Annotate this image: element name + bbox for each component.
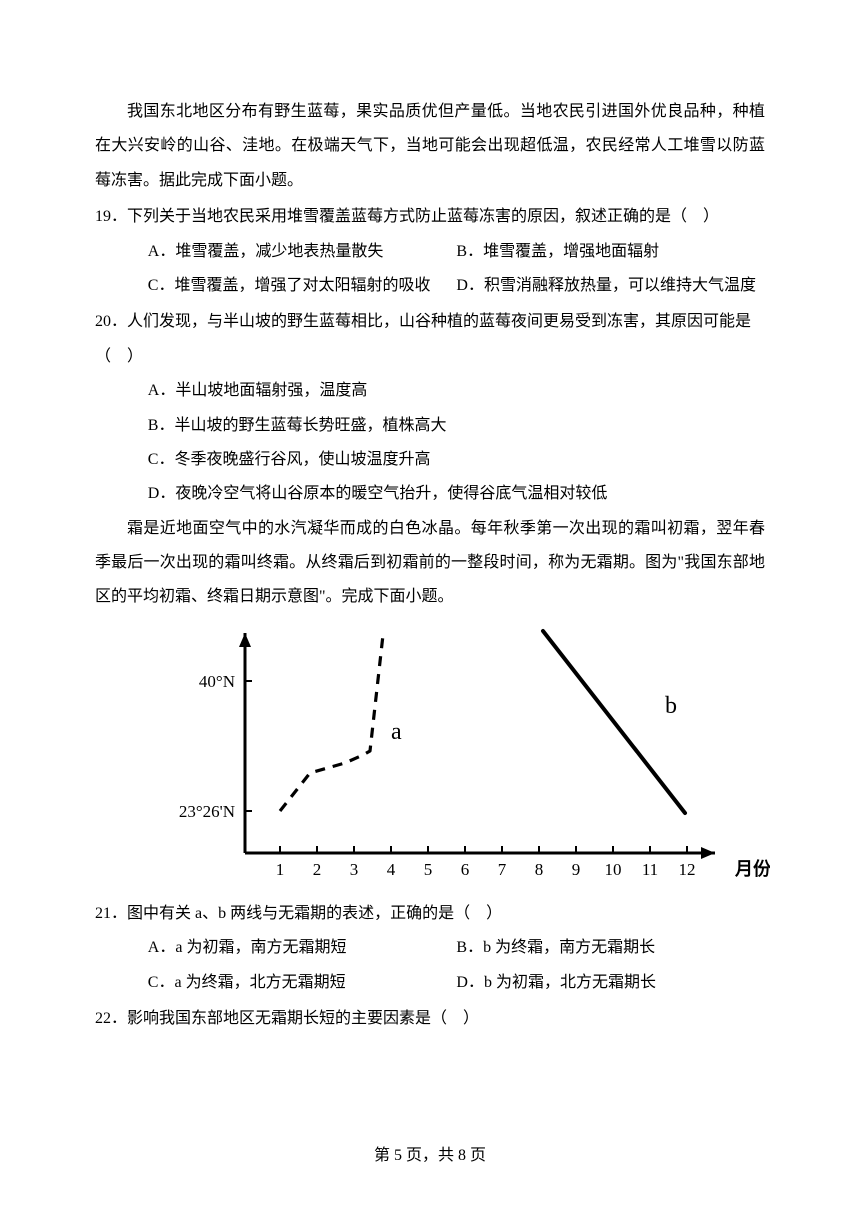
q21-option-a: A．a 为初霜，南方无霜期短 xyxy=(148,931,457,965)
svg-text:4: 4 xyxy=(387,860,396,879)
svg-text:a: a xyxy=(391,719,402,745)
svg-text:11: 11 xyxy=(642,860,658,879)
passage-1: 我国东北地区分布有野生蓝莓，果实品质优但产量低。当地农民引进国外优良品种，种植在… xyxy=(95,95,765,198)
q20-option-d: D．夜晚冷空气将山谷原本的暖空气抬升，使得谷底气温相对较低 xyxy=(148,477,765,511)
svg-text:8: 8 xyxy=(535,860,544,879)
q19-options-row2: C．堆雪覆盖，增强了对太阳辐射的吸收 D．积雪消融释放热量，可以维持大气温度 xyxy=(95,269,765,303)
q21-option-d: D．b 为初霜，北方无霜期长 xyxy=(456,966,765,1000)
q19-option-b: B．堆雪覆盖，增强地面辐射 xyxy=(456,235,765,269)
frost-chart: 123456789101112月份40°N23°26'Nab xyxy=(155,623,770,893)
q20-option-c: C．冬季夜晚盛行谷风，使山坡温度升高 xyxy=(148,443,765,477)
q21-option-b: B．b 为终霜，南方无霜期长 xyxy=(456,931,765,965)
passage-2: 霜是近地面空气中的水汽凝华而成的白色冰晶。每年秋季第一次出现的霜叫初霜，翌年春季… xyxy=(95,512,765,615)
svg-text:3: 3 xyxy=(350,860,359,879)
svg-text:1: 1 xyxy=(276,860,285,879)
svg-text:5: 5 xyxy=(424,860,433,879)
svg-text:40°N: 40°N xyxy=(199,672,235,691)
q20-option-a: A．半山坡地面辐射强，温度高 xyxy=(148,374,765,408)
q19-option-d: D．积雪消融释放热量，可以维持大气温度 xyxy=(456,269,765,303)
svg-text:6: 6 xyxy=(461,860,470,879)
q21-option-c: C．a 为终霜，北方无霜期短 xyxy=(148,966,457,1000)
q19-option-c: C．堆雪覆盖，增强了对太阳辐射的吸收 xyxy=(148,269,457,303)
svg-text:b: b xyxy=(665,693,677,719)
q20-stem: 20．人们发现，与半山坡的野生蓝莓相比，山谷种植的蓝莓夜间更易受到冻害，其原因可… xyxy=(95,305,765,374)
q22-stem: 22．影响我国东部地区无霜期长短的主要因素是（ ） xyxy=(95,1002,765,1036)
svg-text:23°26'N: 23°26'N xyxy=(179,802,235,821)
svg-text:12: 12 xyxy=(679,860,696,879)
q21-options-row1: A．a 为初霜，南方无霜期短 B．b 为终霜，南方无霜期长 xyxy=(95,931,765,965)
svg-text:9: 9 xyxy=(572,860,581,879)
svg-text:月份: 月份 xyxy=(734,858,770,879)
q20-option-b: B．半山坡的野生蓝莓长势旺盛，植株高大 xyxy=(148,409,765,443)
q20-options: A．半山坡地面辐射强，温度高 B．半山坡的野生蓝莓长势旺盛，植株高大 C．冬季夜… xyxy=(95,374,765,512)
q21-options-row2: C．a 为终霜，北方无霜期短 D．b 为初霜，北方无霜期长 xyxy=(95,966,765,1000)
q19-options-row1: A．堆雪覆盖，减少地表热量散失 B．堆雪覆盖，增强地面辐射 xyxy=(95,235,765,269)
svg-text:10: 10 xyxy=(605,860,622,879)
q19-option-a: A．堆雪覆盖，减少地表热量散失 xyxy=(148,235,457,269)
chart-svg: 123456789101112月份40°N23°26'Nab xyxy=(155,623,770,893)
page-footer: 第 5 页，共 8 页 xyxy=(0,1141,860,1165)
q21-stem: 21．图中有关 a、b 两线与无霜期的表述，正确的是（ ） xyxy=(95,897,765,931)
svg-text:2: 2 xyxy=(313,860,322,879)
svg-text:7: 7 xyxy=(498,860,507,879)
q19-stem: 19．下列关于当地农民采用堆雪覆盖蓝莓方式防止蓝莓冻害的原因，叙述正确的是（ ） xyxy=(95,200,765,234)
